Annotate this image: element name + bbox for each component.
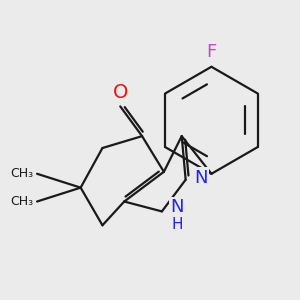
Text: H: H bbox=[171, 217, 183, 232]
Text: O: O bbox=[112, 83, 128, 102]
Text: CH₃: CH₃ bbox=[10, 195, 33, 208]
Text: F: F bbox=[206, 43, 217, 61]
Text: CH₃: CH₃ bbox=[10, 167, 33, 180]
Text: N: N bbox=[194, 169, 208, 187]
Text: N: N bbox=[170, 199, 184, 217]
